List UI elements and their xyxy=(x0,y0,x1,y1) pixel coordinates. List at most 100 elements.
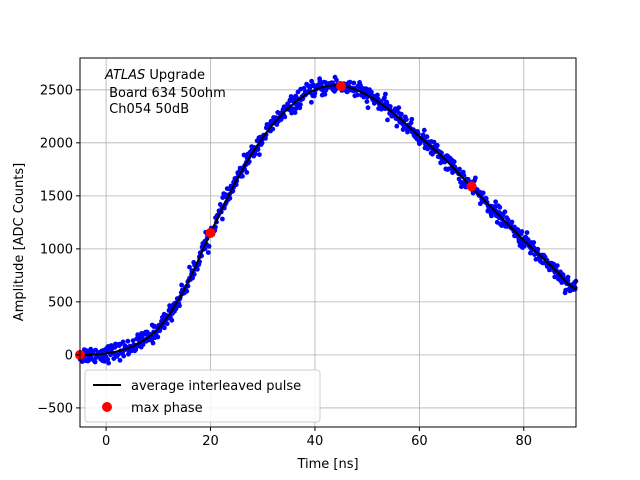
annotation-line-3: Ch054 50dB xyxy=(105,102,189,117)
data-point xyxy=(473,175,478,181)
data-point xyxy=(241,152,247,158)
data-point xyxy=(394,123,400,129)
data-point xyxy=(255,147,261,152)
data-point xyxy=(554,263,560,268)
data-point xyxy=(195,266,200,272)
data-point xyxy=(502,209,508,215)
y-tick-label: 2500 xyxy=(40,83,73,98)
legend-label-maxphase: max phase xyxy=(131,401,203,416)
axis-ticks: 0 20 40 60 80 −500 0 500 1000 1500 2000 2500 xyxy=(37,83,532,449)
data-point xyxy=(322,91,328,97)
data-point xyxy=(383,91,388,97)
data-point xyxy=(298,102,303,107)
max-phase-points xyxy=(75,81,477,360)
data-point xyxy=(525,237,531,243)
data-point xyxy=(105,357,111,362)
data-point xyxy=(565,274,571,280)
data-point xyxy=(505,217,511,223)
legend-circle-marker xyxy=(102,402,112,412)
data-point xyxy=(459,184,464,190)
data-point xyxy=(396,105,402,111)
max-phase-point xyxy=(205,227,216,238)
data-point xyxy=(130,338,136,343)
data-point xyxy=(334,77,339,83)
data-point xyxy=(424,134,430,140)
data-point xyxy=(369,89,374,95)
data-point xyxy=(135,332,141,338)
data-point xyxy=(92,359,98,365)
x-axis-title: Time [ns] xyxy=(296,457,358,472)
data-point xyxy=(290,106,295,111)
data-point xyxy=(187,264,192,270)
data-point xyxy=(206,243,212,249)
upgrade-label: Upgrade xyxy=(145,68,205,83)
data-point xyxy=(497,205,503,210)
grid xyxy=(80,58,576,427)
data-point xyxy=(451,159,457,165)
annotation-line-1: ATLAS Upgrade xyxy=(104,68,205,83)
data-point xyxy=(365,105,371,111)
data-point xyxy=(434,143,440,148)
data-point xyxy=(509,219,515,225)
data-point xyxy=(177,303,182,309)
data-point xyxy=(420,132,426,138)
y-tick-label: 0 xyxy=(65,348,73,363)
y-tick-label: −500 xyxy=(37,401,73,416)
data-point xyxy=(270,126,276,132)
data-point xyxy=(205,250,211,255)
data-point xyxy=(385,117,390,123)
data-point xyxy=(409,116,415,122)
data-point xyxy=(220,216,225,222)
y-axis-title: Amplitude [ADC Counts] xyxy=(12,163,27,321)
plot-frame xyxy=(79,57,577,428)
data-point xyxy=(312,90,318,96)
data-point xyxy=(399,111,404,117)
data-point xyxy=(179,282,185,288)
x-tick-label: 60 xyxy=(411,434,428,449)
x-tick-label: 20 xyxy=(202,434,219,449)
data-point xyxy=(120,339,126,345)
atlas-label: ATLAS xyxy=(104,68,145,83)
data-point xyxy=(121,353,127,359)
data-point xyxy=(240,173,245,179)
data-point xyxy=(404,117,409,122)
data-point xyxy=(354,92,360,98)
legend-box xyxy=(84,369,321,423)
legend: average interleaved pulse max phase xyxy=(84,369,321,423)
data-point xyxy=(351,80,357,86)
data-point xyxy=(382,95,387,101)
data-point xyxy=(244,170,250,175)
data-point xyxy=(301,85,307,91)
data-point xyxy=(347,79,353,85)
data-point xyxy=(164,321,170,327)
x-tick-label: 0 xyxy=(102,434,110,449)
data-point xyxy=(387,104,393,109)
data-point xyxy=(551,261,556,267)
data-point xyxy=(106,360,111,366)
x-tick-label: 40 xyxy=(307,434,324,449)
legend-label-pulse: average interleaved pulse xyxy=(131,379,301,394)
data-point xyxy=(125,338,131,344)
data-point xyxy=(155,334,161,340)
data-point xyxy=(493,199,498,205)
data-point xyxy=(323,87,329,93)
data-point xyxy=(289,110,294,116)
max-phase-point xyxy=(336,81,347,92)
y-tick-label: 2000 xyxy=(40,136,73,151)
data-point xyxy=(524,230,530,236)
data-point xyxy=(117,357,123,363)
data-point xyxy=(184,288,190,294)
data-point xyxy=(162,325,167,331)
data-point xyxy=(282,114,288,120)
data-point xyxy=(220,195,226,201)
data-point xyxy=(535,246,541,252)
data-point xyxy=(169,317,175,323)
data-point xyxy=(309,99,314,105)
y-tick-label: 500 xyxy=(48,295,73,310)
data-point xyxy=(257,152,262,158)
x-tick-label: 80 xyxy=(516,434,533,449)
data-point xyxy=(309,78,314,84)
data-point xyxy=(375,92,380,98)
annotation-line-2: Board 634 50ohm xyxy=(105,86,226,101)
